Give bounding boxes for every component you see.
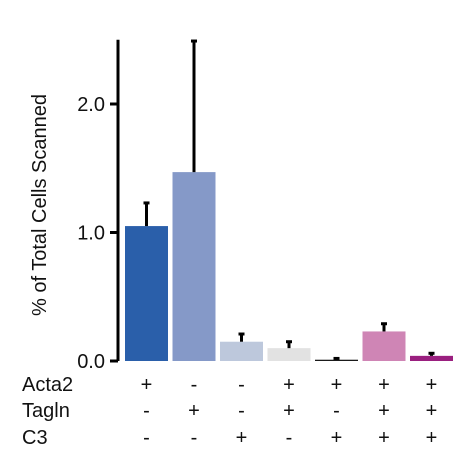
marker-sign-acta2-1: + xyxy=(141,374,153,396)
bars-group xyxy=(125,172,453,361)
bar-7 xyxy=(410,355,453,361)
marker-sign-acta2-2: - xyxy=(191,374,198,396)
marker-label-acta2: Acta2 xyxy=(22,374,73,396)
y-tick-label-3: 2.0 xyxy=(77,94,105,116)
bar-6 xyxy=(362,331,406,361)
y-axis-label: % of Total Cells Scanned xyxy=(29,94,51,316)
marker-sign-tagln-3: - xyxy=(238,400,245,422)
marker-sign-tagln-1: - xyxy=(143,400,150,422)
marker-sign-acta2-5: + xyxy=(331,374,343,396)
marker-sign-acta2-7: + xyxy=(426,374,438,396)
marker-sign-tagln-2: + xyxy=(188,400,200,422)
y-tick-label-2: 1.0 xyxy=(77,223,105,245)
bar-2 xyxy=(172,172,216,361)
axes-group: 0.0 1.0 2.0 xyxy=(77,39,120,373)
marker-label-c3: C3 xyxy=(22,427,48,449)
marker-sign-acta2-4: + xyxy=(283,374,295,396)
marker-table: Acta2 + - - + + + + Tagln - + - + - + + C3 - - + - + + + xyxy=(22,374,437,449)
marker-sign-c3-2: - xyxy=(191,427,198,449)
marker-sign-tagln-4: + xyxy=(283,400,295,422)
marker-sign-tagln-5: - xyxy=(333,400,340,422)
marker-sign-c3-4: - xyxy=(286,427,293,449)
marker-sign-tagln-7: + xyxy=(426,400,438,422)
marker-sign-c3-7: + xyxy=(426,427,438,449)
bar-3 xyxy=(220,341,263,361)
y-tick-label-1: 0.0 xyxy=(77,351,105,373)
marker-sign-c3-3: + xyxy=(236,427,248,449)
bar-5 xyxy=(315,359,358,361)
error-bars-group xyxy=(143,39,435,360)
marker-sign-c3-1: - xyxy=(143,427,150,449)
marker-sign-acta2-3: - xyxy=(238,374,245,396)
bar-4 xyxy=(267,348,311,361)
marker-label-tagln: Tagln xyxy=(22,400,70,422)
marker-sign-c3-6: + xyxy=(378,427,390,449)
marker-sign-c3-5: + xyxy=(331,427,343,449)
bar-1 xyxy=(125,226,168,361)
marker-sign-acta2-6: + xyxy=(378,374,390,396)
marker-sign-tagln-6: + xyxy=(378,400,390,422)
